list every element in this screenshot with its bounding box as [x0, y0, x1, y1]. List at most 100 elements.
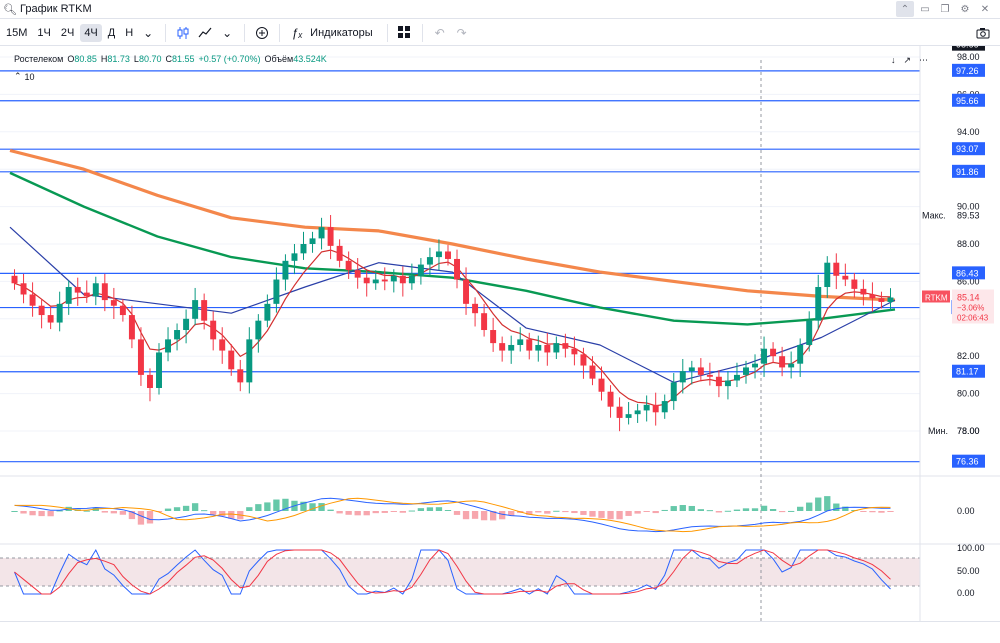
candle-body[interactable] [562, 343, 569, 349]
candle-body[interactable] [724, 380, 731, 387]
timeframe-1h[interactable]: 1Ч [37, 26, 51, 39]
candle-body[interactable] [435, 251, 442, 258]
stoch-d-line[interactable] [14, 549, 891, 595]
candle-body[interactable] [815, 287, 822, 321]
candle-body[interactable] [363, 277, 370, 284]
candle-body[interactable] [733, 374, 740, 381]
candle-body[interactable] [481, 313, 488, 331]
candle-body[interactable] [201, 300, 208, 321]
candle-body[interactable] [318, 227, 325, 239]
chevron-down-icon[interactable]: ⌄ [143, 25, 154, 40]
candle-body[interactable] [589, 365, 596, 379]
timeframe-2h[interactable]: 2Ч [60, 26, 75, 39]
candle-body[interactable] [688, 367, 695, 372]
settings-icon[interactable]: ⚙ [960, 3, 970, 15]
candle-body[interactable] [571, 348, 578, 355]
candle-body[interactable] [598, 378, 605, 392]
candle-body[interactable] [652, 404, 659, 413]
candle-body[interactable] [74, 287, 81, 293]
candle-body[interactable] [788, 363, 795, 368]
timeframe-week[interactable]: Н [125, 26, 134, 39]
compare-add-icon[interactable] [251, 23, 273, 43]
candle-body[interactable] [11, 275, 18, 284]
candle-body[interactable] [264, 303, 271, 321]
candle-body[interactable] [761, 348, 768, 364]
candle-body[interactable] [426, 257, 433, 265]
candle-body[interactable] [408, 275, 415, 284]
candle-body[interactable] [246, 339, 253, 383]
candle-body[interactable] [56, 303, 63, 323]
candle-body[interactable] [797, 344, 804, 364]
candle-body[interactable] [345, 260, 352, 271]
candle-body[interactable] [706, 374, 713, 377]
candle-body[interactable] [508, 344, 515, 351]
layout-grid-icon[interactable] [394, 23, 416, 43]
candle-body[interactable] [228, 350, 235, 370]
price-chart[interactable]: 98.0096.0094.0092.0090.0088.0086.0084.00… [0, 37, 1000, 641]
candle-body[interactable] [499, 343, 506, 351]
candle-body[interactable] [454, 258, 460, 280]
candle-body[interactable] [300, 244, 307, 254]
candle-body[interactable] [83, 292, 90, 297]
candle-body[interactable] [417, 264, 424, 276]
candle-body[interactable] [372, 279, 379, 284]
candle-body[interactable] [47, 315, 54, 323]
undo-icon[interactable]: ↶ [434, 25, 445, 40]
candle-body[interactable] [354, 270, 361, 278]
candle-body[interactable] [20, 283, 27, 295]
candle-body[interactable] [255, 320, 262, 340]
candle-body[interactable] [463, 279, 470, 304]
candle-body[interactable] [472, 303, 479, 314]
candle-body[interactable] [291, 253, 298, 261]
candle-body[interactable] [752, 363, 759, 368]
candle-body[interactable] [806, 320, 813, 345]
candle-body[interactable] [128, 315, 135, 340]
copy-icon[interactable]: ❐ [940, 3, 950, 15]
time-axis[interactable] [0, 621, 1000, 643]
candle-body[interactable] [851, 279, 858, 289]
candle-body[interactable] [273, 279, 280, 304]
chart-area[interactable]: 98.0096.0094.0092.0090.0088.0086.0084.00… [0, 37, 1000, 641]
candle-body[interactable] [679, 371, 686, 383]
candle-body[interactable] [119, 305, 126, 316]
candle-body[interactable] [282, 260, 289, 280]
candle-body[interactable] [860, 288, 867, 295]
candle-body[interactable] [616, 406, 623, 418]
candle-body[interactable] [878, 298, 885, 302]
candle-body[interactable] [634, 410, 641, 415]
candle-body[interactable] [517, 339, 524, 345]
moving-average-line[interactable] [9, 171, 896, 326]
candle-body[interactable] [643, 404, 650, 411]
candle-body[interactable] [327, 227, 334, 246]
redo-icon[interactable]: ↷ [456, 25, 467, 40]
arrow-down-icon[interactable]: ↓ [891, 55, 896, 65]
candle-body[interactable] [309, 238, 316, 244]
maximize-icon[interactable]: ↗ [903, 55, 912, 65]
timeframe-15m[interactable]: 15M [6, 26, 28, 39]
macd-line[interactable] [14, 497, 891, 533]
timeframe-day[interactable]: Д [107, 26, 116, 39]
candle-body[interactable] [92, 283, 99, 297]
candle-body[interactable] [842, 275, 849, 280]
candle-body[interactable] [390, 275, 397, 282]
candle-body[interactable] [661, 401, 668, 413]
candle-body[interactable] [770, 348, 777, 357]
ema-line[interactable] [14, 249, 891, 407]
indicator-toggle[interactable]: ⌃ 10 [14, 71, 35, 82]
candle-body[interactable] [697, 367, 704, 375]
candle-body[interactable] [183, 318, 190, 331]
stoch-k-line[interactable] [14, 548, 891, 595]
window-icon[interactable]: ▭ [920, 3, 930, 15]
candle-body[interactable] [156, 352, 162, 388]
candle-body[interactable] [174, 330, 181, 340]
timeframe-4h[interactable]: 4Ч [80, 23, 102, 42]
moving-average-line[interactable] [9, 148, 896, 302]
candle-body[interactable] [607, 391, 614, 407]
close-icon[interactable]: ✕ [980, 3, 990, 15]
indicators-button[interactable]: Индикаторы [310, 26, 373, 39]
search-icon[interactable]: 🔍︎ [3, 3, 17, 16]
legend-symbol[interactable]: Ростелеком [14, 54, 64, 64]
chevron-up-icon[interactable]: ⌃ [14, 71, 22, 81]
indicators-icon[interactable]: ƒₓ [291, 25, 303, 40]
candle-body[interactable] [137, 339, 144, 375]
